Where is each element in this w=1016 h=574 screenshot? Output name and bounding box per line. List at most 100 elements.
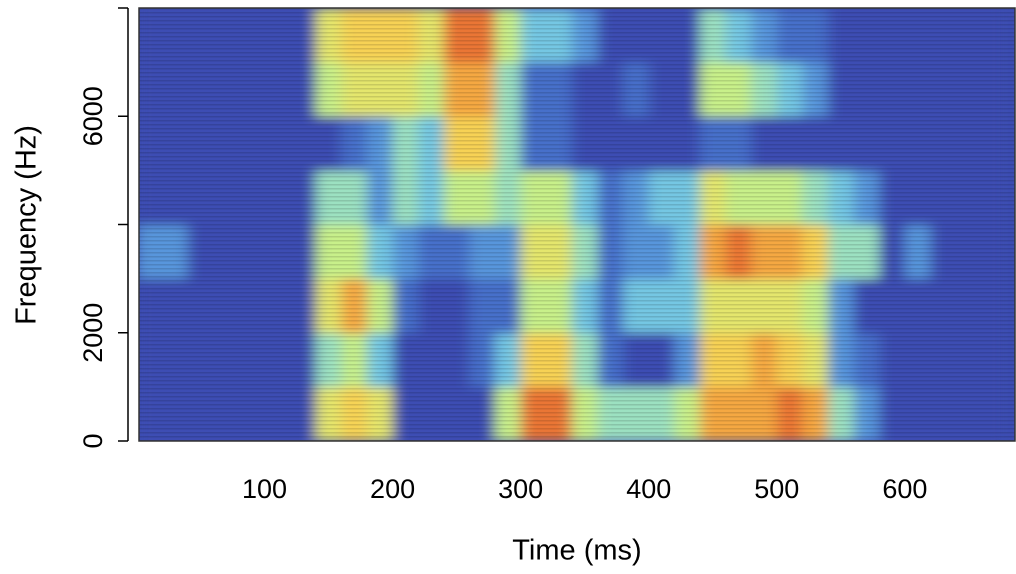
stripe <box>139 324 1015 326</box>
heatmap-cell <box>648 170 675 225</box>
heatmap-cell <box>623 332 650 388</box>
heatmap-cell <box>751 332 778 388</box>
y-tick-label: 2000 <box>78 303 108 363</box>
heatmap-cell <box>366 332 394 388</box>
heatmap-cell <box>623 224 650 280</box>
heatmap-cell <box>341 332 368 388</box>
heatmap-cell <box>162 8 189 63</box>
heatmap-cell <box>213 116 240 171</box>
stripe <box>139 52 1015 54</box>
heatmap-cell <box>162 170 189 225</box>
heatmap-cell <box>930 278 957 334</box>
y-tick-label: 0 <box>78 433 108 448</box>
heatmap-cell <box>956 224 983 280</box>
heatmap-cell <box>904 62 931 117</box>
heatmap-cell <box>264 170 291 225</box>
heatmap-cell <box>495 224 522 280</box>
heatmap-cell <box>904 332 931 388</box>
heatmap-cell <box>699 332 727 388</box>
stripe <box>139 336 1015 338</box>
heatmap-cell <box>930 8 957 63</box>
heatmap-cell <box>904 8 931 63</box>
stripe <box>139 432 1015 434</box>
heatmap-cell <box>315 224 342 280</box>
stripe <box>139 156 1015 158</box>
heatmap-cell <box>315 62 342 117</box>
heatmap-cell <box>315 116 342 171</box>
heatmap-cell <box>187 62 214 117</box>
heatmap-cell <box>981 116 1008 171</box>
stripe <box>139 376 1015 378</box>
stripe <box>139 196 1015 198</box>
x-tick-label: 200 <box>370 474 415 504</box>
heatmap-cell <box>571 224 598 280</box>
stripe <box>139 252 1015 254</box>
stripe <box>139 288 1015 290</box>
heatmap-cell <box>648 332 675 388</box>
heatmap-cell <box>392 170 419 225</box>
heatmap-cell <box>981 386 1008 441</box>
heatmap-cell <box>879 116 906 171</box>
heatmap-cell <box>725 62 752 117</box>
heatmap-cell <box>341 386 368 441</box>
stripe <box>139 140 1015 142</box>
heatmap-cell <box>956 386 983 441</box>
stripe <box>139 68 1015 70</box>
heatmap-cell <box>366 116 394 171</box>
heatmap-cell <box>597 224 624 280</box>
stripe <box>139 168 1015 170</box>
heatmap-cell <box>725 386 752 441</box>
heatmap-cell <box>139 386 163 441</box>
heatmap-cell <box>930 170 957 225</box>
heatmap-cell <box>520 386 547 441</box>
stripe <box>139 292 1015 294</box>
heatmap-cell <box>751 8 778 63</box>
stripe <box>139 340 1015 342</box>
heatmap-cell <box>290 386 317 441</box>
heatmap-cell <box>187 386 214 441</box>
heatmap-cell <box>520 332 547 388</box>
heatmap-cell <box>213 386 240 441</box>
heatmap-cell <box>802 8 829 63</box>
heatmap-cell <box>495 8 522 63</box>
stripe <box>139 188 1015 190</box>
heatmap-cell <box>187 116 214 171</box>
stripe <box>139 224 1015 226</box>
stripe <box>139 248 1015 250</box>
heatmap-cell <box>238 8 266 63</box>
heatmap-cell <box>469 278 496 334</box>
heatmap-cell <box>443 332 470 388</box>
stripe <box>139 424 1015 426</box>
heatmap-cell <box>981 8 1008 63</box>
x-axis-title: Time (ms) <box>512 535 641 567</box>
stripe <box>139 264 1015 266</box>
stripe <box>139 236 1015 238</box>
heatmap-cell <box>725 332 752 388</box>
heatmap-cell <box>879 278 906 334</box>
heatmap-cell <box>751 170 778 225</box>
heatmap-cell <box>776 116 803 171</box>
heatmap-cell <box>366 278 394 334</box>
stripe <box>139 36 1015 38</box>
heatmap-cell <box>674 332 701 388</box>
heatmap-cell <box>520 224 547 280</box>
stripe <box>139 356 1015 358</box>
heatmap-cell <box>648 224 675 280</box>
heatmap-cell <box>187 170 214 225</box>
heatmap-cell <box>853 386 880 441</box>
heatmap-cell <box>623 170 650 225</box>
heatmap-cell <box>623 62 650 117</box>
heatmap-cell <box>213 8 240 63</box>
heatmap-cell <box>187 332 214 388</box>
x-tick-label: 500 <box>754 474 799 504</box>
heatmap-cell <box>725 278 752 334</box>
heatmap-cell <box>392 386 419 441</box>
stripe <box>139 284 1015 286</box>
stripe <box>139 12 1015 14</box>
stripe <box>139 392 1015 394</box>
stripe <box>139 24 1015 26</box>
heatmap-cell <box>213 62 240 117</box>
heatmap-cell <box>139 116 163 171</box>
heatmap-cell <box>597 62 624 117</box>
stripe <box>139 216 1015 218</box>
